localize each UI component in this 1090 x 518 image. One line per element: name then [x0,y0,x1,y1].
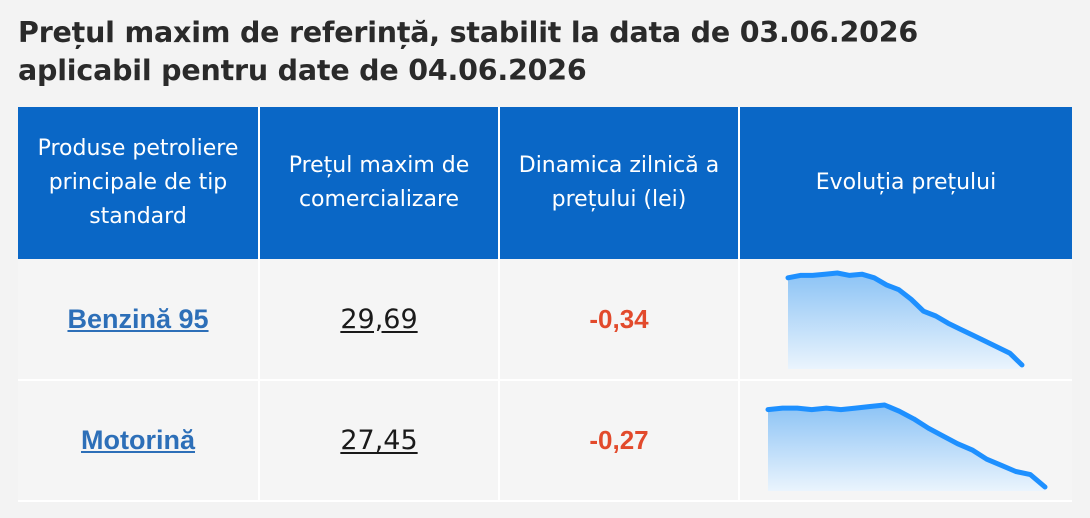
price-cell: 29,69 [259,259,500,381]
title-line-1: Prețul maxim de referință, stabilit la d… [18,16,919,49]
page: Prețul maxim de referință, stabilit la d… [18,0,1072,502]
sparkline-cell [739,259,1072,381]
header-price-evolution: Evoluția prețului [739,107,1072,259]
sparkline-benzina-95 [785,270,1025,369]
sparkline-line [785,270,1025,368]
sparkline-area [768,405,1045,491]
daily-change-value: -0,34 [589,303,649,334]
page-title: Prețul maxim de referință, stabilit la d… [18,0,1072,90]
price-value[interactable]: 29,69 [340,303,418,335]
table-row: Benzină 95 29,69 -0,34 [18,259,1072,381]
product-cell: Motorină [18,380,260,502]
sparkline-cell [739,380,1072,502]
header-daily-change: Dinamica zilnică a prețului (lei) [499,107,740,259]
product-cell: Benzină 95 [18,259,260,381]
delta-cell: -0,27 [499,380,740,502]
sparkline-area [788,273,1022,369]
delta-cell: -0,34 [499,259,740,381]
product-link-benzina-95[interactable]: Benzină 95 [67,303,209,334]
product-link-motorina[interactable]: Motorină [81,425,195,455]
header-max-price: Prețul maxim de comercializare [259,107,500,259]
prices-table: Produse petroliere principale de tip sta… [18,107,1072,502]
daily-change-value: -0,27 [589,425,649,455]
table-header-row: Produse petroliere principale de tip sta… [18,107,1072,259]
table-row: Motorină 27,45 -0,27 [18,380,1072,502]
header-products: Produse petroliere principale de tip sta… [18,107,260,259]
price-cell: 27,45 [259,380,500,502]
sparkline-line [765,402,1048,490]
sparkline-motorina [765,402,1048,491]
price-value[interactable]: 27,45 [340,425,418,456]
title-line-2: aplicabil pentru date de 04.06.2026 [18,54,587,87]
